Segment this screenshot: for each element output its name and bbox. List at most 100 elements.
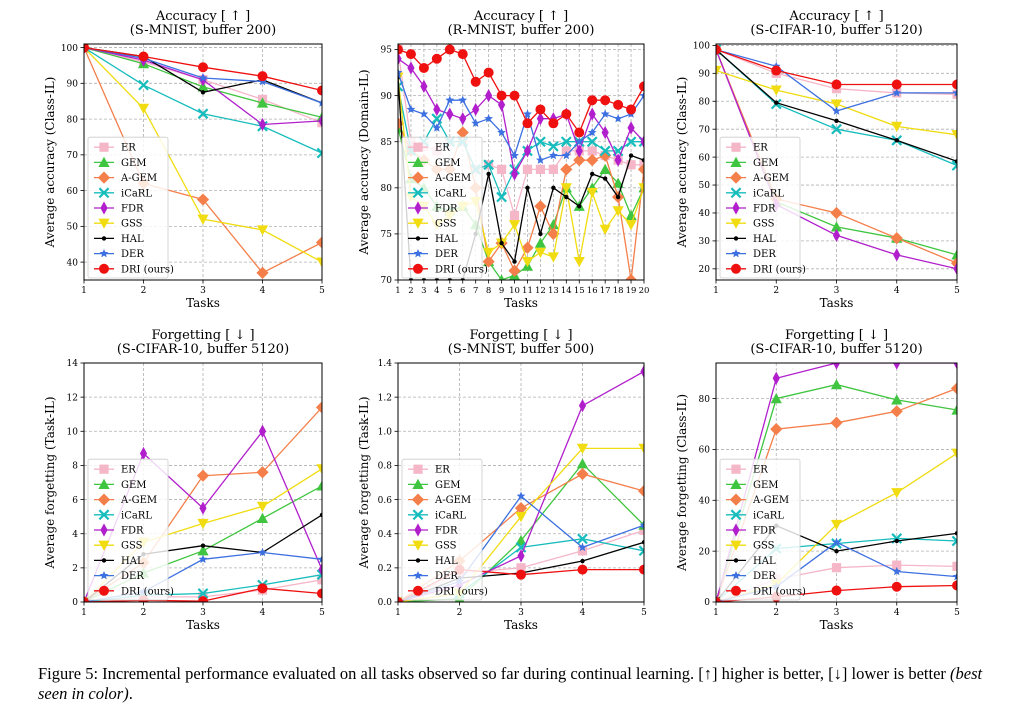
y-tick-label: 14 [67, 359, 79, 369]
legend-label: DRI (ours) [121, 264, 174, 275]
y-tick-label: 80 [381, 184, 393, 194]
legend-label: DRI (ours) [753, 264, 806, 275]
data-point-a-gem [482, 255, 495, 268]
y-tick-label: 80 [67, 115, 79, 125]
data-point-dri-ours- [457, 49, 468, 60]
legend-label: GEM [753, 158, 779, 169]
legend-label: FDR [753, 204, 776, 215]
data-point-dri-ours- [548, 118, 559, 129]
data-point-dri-ours- [639, 564, 644, 575]
axis-ticks: 1 2 3 4 5 6 7 8 9 10 11 12 13 14 15 16 17 18 19 20707580859… [381, 46, 650, 296]
data-point-der [198, 554, 208, 564]
y-axis-label: Average forgetting (Class-IL) [675, 394, 689, 572]
legend-label: DER [435, 571, 458, 582]
data-point-a-gem [196, 469, 210, 482]
data-point-er [577, 546, 588, 556]
legend-marker [731, 464, 741, 474]
data-point-hal [525, 185, 530, 191]
data-point-gss [770, 85, 782, 96]
data-point-dri-ours- [198, 62, 208, 73]
legend-marker [99, 263, 109, 274]
x-tick-label: 5 [954, 286, 960, 296]
x-tick-label: 12 [535, 286, 546, 296]
legend-marker [733, 558, 739, 563]
data-point-hal [564, 194, 569, 200]
legend-box [719, 136, 801, 279]
data-point-gss [515, 512, 527, 523]
data-point-fdr [832, 363, 841, 370]
chart-panel-1: ER GEM A-GEM iCaRL FDR GSS HAL DER DRI (ours) 1 2 3… [43, 9, 325, 310]
data-point-der [578, 542, 587, 552]
x-tick-label: 1 [81, 608, 87, 618]
y-tick-label: 40 [699, 209, 711, 219]
data-point-fdr [485, 89, 493, 103]
data-point-der [574, 137, 584, 146]
data-point-hal [894, 538, 899, 544]
data-point-gss [891, 121, 903, 132]
legend-label: DRI (ours) [753, 586, 806, 597]
y-tick-label: 70 [699, 125, 711, 135]
data-point-fdr [523, 144, 532, 158]
legend: ER GEM A-GEM iCaRL FDR GSS HAL DER DRI (ours) [719, 458, 806, 601]
legend-label: ER [753, 143, 768, 154]
data-point-a-gem [830, 416, 843, 429]
legend: ER GEM A-GEM iCaRL FDR GSS HAL DER DRI (ours) [87, 458, 174, 601]
y-tick-label: 75 [381, 230, 393, 240]
legend-label: DER [121, 571, 144, 582]
data-point-dri-ours- [431, 53, 442, 64]
y-tick-label: 0.0 [378, 598, 393, 608]
data-point-hal [641, 157, 644, 163]
data-point-gss [508, 220, 521, 231]
y-tick-label: 1.4 [378, 359, 393, 369]
data-point-fdr [832, 228, 841, 242]
data-point-hal [200, 90, 206, 95]
chart-subtitle: (S-CIFAR-10, buffer 5120) [750, 23, 922, 38]
legend-marker [411, 171, 425, 184]
x-tick-label: 1 [395, 608, 401, 618]
legend-box [401, 458, 483, 601]
data-point-gem [891, 394, 903, 405]
legend-label: A-GEM [752, 495, 789, 506]
legend-marker [99, 464, 109, 474]
y-tick-label: 0.4 [378, 530, 393, 540]
data-point-dri-ours- [470, 76, 481, 87]
data-point-gss [576, 443, 589, 454]
caption-emphasis: (best seen in color) [38, 664, 983, 703]
data-point-dri-ours- [496, 90, 507, 101]
y-tick-label: 20 [699, 265, 711, 275]
data-point-a-gem [586, 154, 599, 167]
data-point-icarl [496, 191, 507, 203]
legend-marker [730, 478, 742, 489]
data-point-dri-ours- [952, 580, 957, 591]
y-tick-label: 95 [381, 46, 393, 56]
legend-marker [101, 558, 107, 563]
data-point-dri-ours- [613, 99, 624, 110]
x-tick-label: 2 [773, 286, 779, 296]
legend-label: ER [435, 465, 450, 476]
legend-marker [730, 218, 742, 229]
data-point-fdr [398, 52, 402, 66]
data-point-fdr [893, 363, 901, 370]
x-tick-label: 4 [434, 286, 439, 296]
legend-marker [733, 236, 739, 241]
data-point-fdr [640, 135, 644, 149]
legend-label: GEM [435, 158, 461, 169]
data-point-der [258, 547, 267, 557]
data-point-icarl [625, 136, 637, 148]
data-point-hal [834, 118, 839, 124]
data-point-a-gem [637, 484, 644, 498]
legend-label: HAL [753, 556, 776, 567]
data-point-gss [625, 220, 637, 231]
data-point-dri-ours- [716, 44, 721, 55]
data-point-gss [137, 103, 150, 114]
legend-label: DER [753, 571, 776, 582]
legend-label: GEM [435, 480, 461, 491]
legend-label: HAL [753, 234, 776, 245]
data-point-dri-ours- [639, 81, 644, 92]
legend-marker [98, 156, 110, 167]
data-point-gem [951, 404, 957, 415]
data-point-hal [577, 204, 582, 209]
x-tick-label: 7 [473, 286, 478, 296]
x-tick-label: 3 [834, 286, 840, 296]
